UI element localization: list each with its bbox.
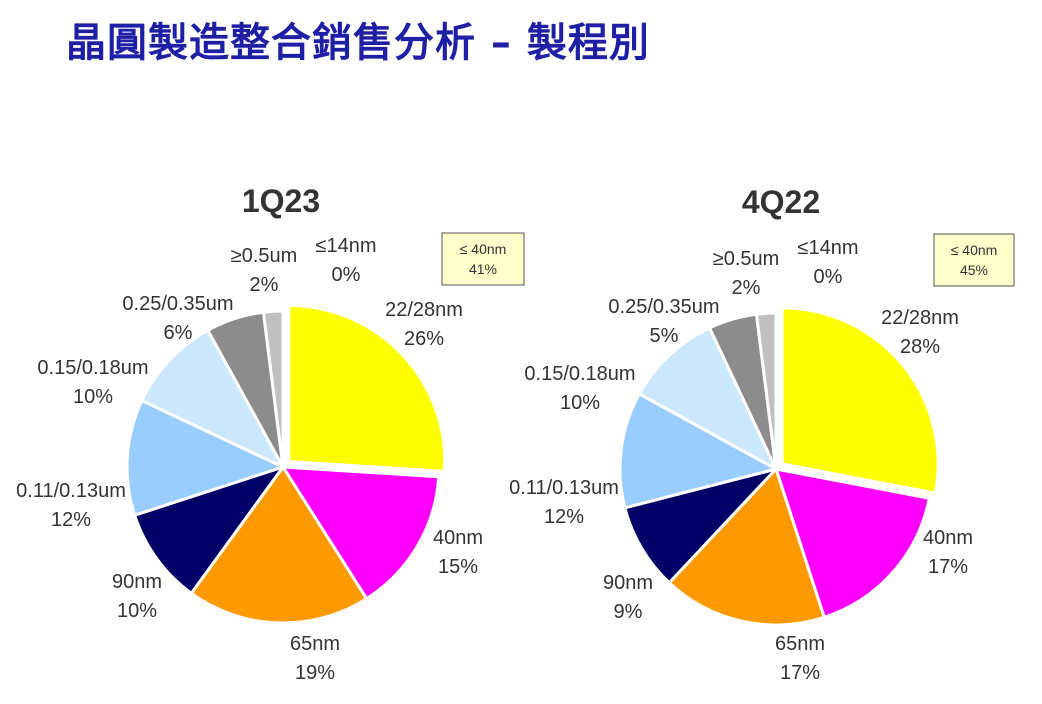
slice-value-ge-0-5um: 2% xyxy=(250,274,279,296)
callout-value: 41% xyxy=(469,261,497,277)
pie-slice-ge-0-5um xyxy=(754,311,778,470)
slice-label-22-28nm: 22/28nm xyxy=(881,307,959,329)
slice-value-ge-0-5um: 2% xyxy=(732,277,761,299)
slice-value-65nm: 19% xyxy=(295,662,335,684)
slice-value-0-15-0-18um: 10% xyxy=(73,386,113,408)
slice-label-0-11-0-13um: 0.11/0.13um xyxy=(509,477,619,499)
slice-value-le-14nm: 0% xyxy=(814,266,843,288)
slice-value-0-11-0-13um: 12% xyxy=(51,509,91,531)
callout-box xyxy=(933,233,1015,287)
slice-value-0-25-0-35um: 6% xyxy=(164,322,193,344)
slice-label-ge-0-5um: ≥0.5um xyxy=(231,245,298,267)
callout-box xyxy=(441,232,525,286)
pie-slice-0-11-0-13um xyxy=(125,398,288,518)
slice-value-65nm: 17% xyxy=(780,662,820,684)
pie-slice-0-15-0-18um xyxy=(637,325,780,473)
slice-label-0-11-0-13um: 0.11/0.13um xyxy=(16,480,126,502)
pie-slice-40nm xyxy=(280,465,441,601)
slice-label-90nm: 90nm xyxy=(603,572,653,594)
slice-value-0-15-0-18um: 10% xyxy=(560,392,600,414)
pie-slice-65nm xyxy=(189,464,369,625)
slice-label-40nm: 40nm xyxy=(923,527,973,549)
callout-label: ≤ 40nm xyxy=(460,241,507,257)
slice-value-22-28nm: 26% xyxy=(404,328,444,350)
slice-value-90nm: 10% xyxy=(117,600,157,622)
page-title: 晶圓製造整合銷售分析 – 製程別 xyxy=(66,20,650,66)
slice-label-0-25-0-35um: 0.25/0.35um xyxy=(122,293,233,315)
pie-chart-4q22: 4Q22 ≤14nm 0% 22/28nm 28% 40nm 17% 65nm 17% 90nm 9… xyxy=(509,184,1015,684)
slice-label-65nm: 65nm xyxy=(775,633,825,655)
callout-value: 45% xyxy=(960,262,988,278)
slice-label-le-14nm: ≤14nm xyxy=(315,235,376,257)
slice-label-ge-0-5um: ≥0.5um xyxy=(713,248,780,270)
chart-title-1q23: 1Q23 xyxy=(242,183,320,219)
slice-label-40nm: 40nm xyxy=(433,527,483,549)
pie-slice-0-15-0-18um xyxy=(139,328,287,471)
slice-label-0-15-0-18um: 0.15/0.18um xyxy=(37,357,148,379)
slice-value-0-25-0-35um: 5% xyxy=(650,325,679,347)
slice-label-65nm: 65nm xyxy=(290,633,340,655)
slice-value-90nm: 9% xyxy=(614,601,643,623)
slice-label-le-14nm: ≤14nm xyxy=(797,237,858,259)
pie-slice-ge-0-5um xyxy=(261,309,285,468)
pie-slice-22-28nm xyxy=(780,306,940,495)
slice-label-22-28nm: 22/28nm xyxy=(385,299,463,321)
chart-title-4q22: 4Q22 xyxy=(742,184,820,220)
pie-slice-65nm xyxy=(667,466,827,627)
slice-label-90nm: 90nm xyxy=(112,571,162,593)
slice-value-0-11-0-13um: 12% xyxy=(544,506,584,528)
slice-value-22-28nm: 28% xyxy=(900,336,940,358)
pie-slice-90nm xyxy=(623,466,781,585)
pie-slice-0-11-0-13um xyxy=(618,391,781,510)
slice-label-0-25-0-35um: 0.25/0.35um xyxy=(608,296,719,318)
pie-slice-40nm xyxy=(773,467,931,620)
pie-slice-90nm xyxy=(132,464,287,596)
pie-chart-1q23: 1Q23 ≤14nm 0% 22/28nm 26% 40nm 15% 65nm 19% 90nm 1… xyxy=(16,183,525,684)
pie-slice-22-28nm xyxy=(287,304,447,473)
slice-value-le-14nm: 0% xyxy=(332,264,361,286)
slice-value-40nm: 17% xyxy=(928,556,968,578)
callout-label: ≤ 40nm xyxy=(951,242,998,258)
slice-value-40nm: 15% xyxy=(438,556,478,578)
slice-label-0-15-0-18um: 0.15/0.18um xyxy=(524,363,635,385)
